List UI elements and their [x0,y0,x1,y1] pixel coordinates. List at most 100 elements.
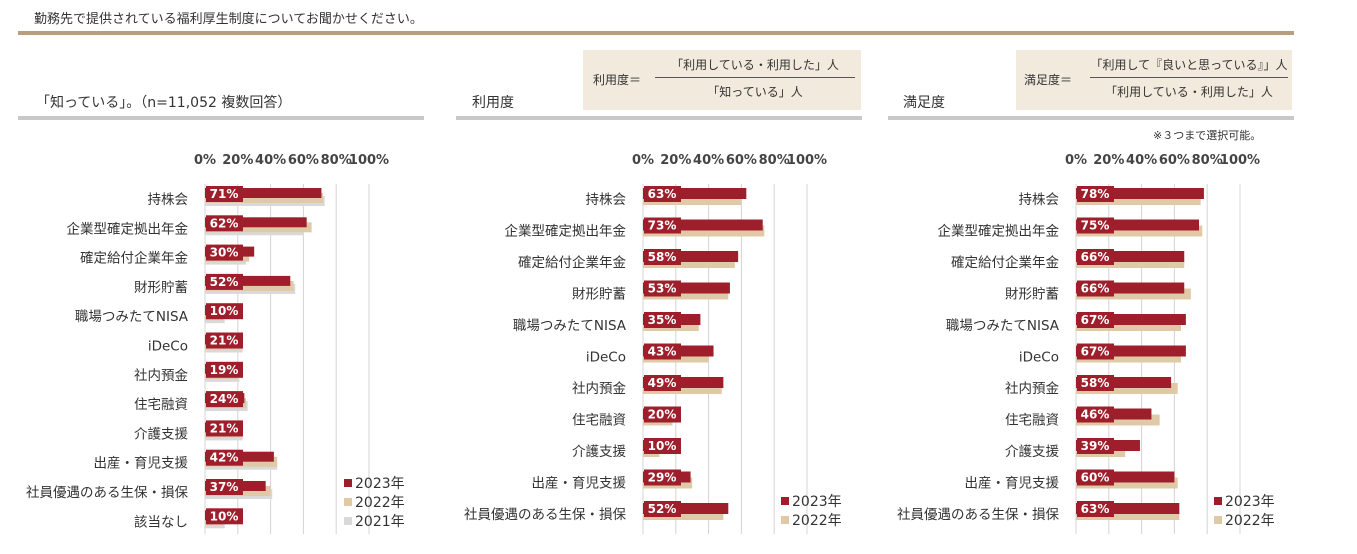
legend-label: 2023年 [792,493,842,510]
bar-2022年 [1076,477,1178,489]
x-tick-label: 40% [255,153,286,168]
legend-item-2021: 2021年 [344,511,405,530]
bar-2023年 [205,275,291,286]
category-label: 職場つみたてNISA [946,318,1060,334]
value-badge [644,501,681,517]
legend-label: 2023年 [1225,493,1275,510]
value-badge [206,361,243,378]
x-tick-label: 40% [693,153,724,168]
bar-2023年 [205,188,322,198]
legend-chart-3: 2023年 2022年 [1214,491,1275,529]
value-badge [1077,249,1114,265]
data-label: 10% [210,509,239,523]
value-badge [1077,186,1114,202]
value-badge [644,249,681,265]
data-label: 10% [648,439,677,453]
category-label: 介護支援 [1005,444,1059,460]
data-label: 24% [210,392,239,406]
legend-swatch-2023 [344,478,352,487]
bar-2022年 [643,509,724,520]
bar-2022年 [643,383,722,394]
data-label: 49% [648,376,677,390]
value-badge [206,186,243,202]
data-label: 67% [1081,313,1110,327]
value-badge [644,186,681,202]
value-badge [1077,469,1114,486]
x-tick-label: 20% [1093,153,1124,168]
legend-item-2022: 2022年 [1214,510,1275,529]
category-label: iDeCo [1019,350,1059,366]
category-label: 住宅融資 [572,413,626,429]
x-tick-label: 80% [759,153,790,168]
category-label: 企業型確定拠出年金 [505,223,627,240]
data-label: 78% [1081,187,1110,201]
category-label: 財形貯蓄 [134,280,188,296]
x-tick-label: 60% [726,153,757,168]
data-label: 58% [648,250,677,264]
legend-swatch-2022 [1214,515,1222,524]
category-label: 持株会 [1019,192,1060,208]
legend-item-2022: 2022年 [781,510,842,529]
value-badge [1077,217,1114,234]
legend-item-2023: 2023年 [1214,491,1275,510]
x-tick-label: 100% [349,153,389,168]
category-label: 持株会 [586,192,627,208]
chart-2: 0% 20% 40% 60% 80%100%持株会 63%企業型確定拠出年金 73%確定給付… [464,153,827,534]
category-label: 持株会 [148,192,189,208]
data-label: 10% [210,304,239,318]
data-label: 63% [648,187,677,201]
category-label: iDeCo [586,350,626,366]
bar-2023年 [1076,345,1186,357]
value-badge [1077,312,1114,328]
panel-1-title: 「知っている」。（n=11,052 複数回答） [36,95,292,111]
satisfaction-formula: 満足度＝ 「利用して『良いと思っている』」人 「利用している・利用した」人 [1016,50,1292,110]
bar-2022年 [1076,414,1160,426]
bar-2023年 [643,503,729,514]
usage-formula-lhs: 利用度＝ [593,73,642,87]
value-badge [644,343,681,360]
data-label: 43% [648,345,677,359]
x-tick-label: 100% [787,153,827,168]
category-label: 介護支援 [572,444,626,460]
legend-label: 2022年 [1225,512,1275,529]
data-label: 58% [1081,376,1110,390]
category-label: 職場つみたてNISA [75,309,189,325]
data-label: 52% [210,275,239,289]
value-badge [206,303,243,320]
legend-item-2022: 2022年 [344,492,405,511]
legend-label: 2021年 [355,513,405,530]
category-label: 財形貯蓄 [1005,287,1059,303]
legend-swatch-2021 [344,516,352,525]
data-label: 71% [210,187,239,201]
category-label: 住宅融資 [134,397,188,413]
value-badge [1077,501,1114,517]
selection-note: ※３つまで選択可能。 [1153,129,1262,142]
category-label: 企業型確定拠出年金 [67,220,189,237]
category-label: 社員優遇のある生保・損保 [897,507,1059,523]
value-badge [1077,280,1114,297]
value-badge [644,375,681,391]
legend-label: 2022年 [792,512,842,529]
bar-2022年 [1076,351,1181,363]
category-label: 社内預金 [1005,381,1059,397]
bar-2022年 [643,288,729,300]
category-label: 確定給付企業年金 [518,254,626,271]
data-label: 52% [648,502,677,516]
value-badge [644,469,681,486]
data-label: 19% [210,363,239,377]
data-label: 66% [1081,282,1110,296]
category-label: 出産・育児支援 [532,476,627,492]
chart-1: 0% 20% 40% 60% 80%100% 持株会 71% 企業型確定拠出年金 62% 確定給付… [26,153,389,534]
usage-formula-fraction-line [655,77,855,78]
satisfaction-formula-lhs: 満足度＝ [1024,73,1073,87]
bar-2023年 [205,217,307,228]
category-label: 該当なし [134,514,188,530]
bar-2023年 [643,188,747,199]
value-badge [206,244,243,261]
value-badge [644,406,681,423]
category-label: 社員優遇のある生保・損保 [26,485,188,501]
x-tick-label: 0% [632,153,654,168]
x-tick-label: 100% [1220,153,1260,168]
data-label: 39% [1081,439,1110,453]
bar-2023年 [1076,219,1199,231]
